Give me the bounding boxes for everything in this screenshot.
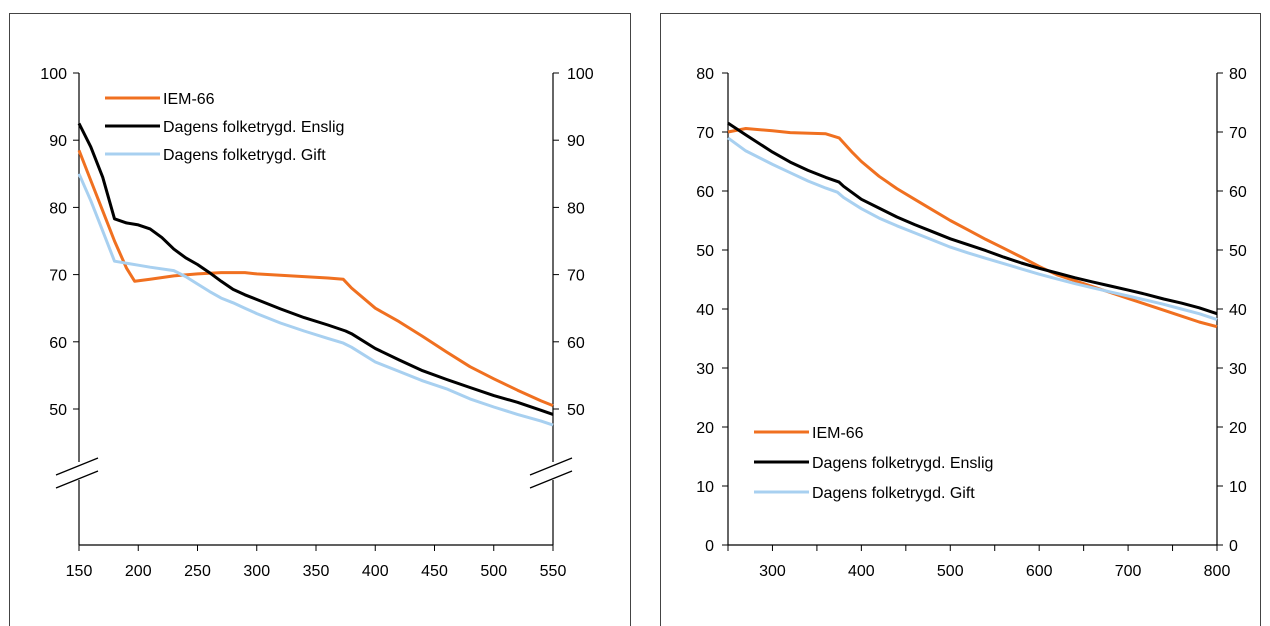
x-tick-label: 500 [937, 563, 964, 580]
right-chart: 80 70 60 50 40 30 20 10 0 80 70 60 50 40 30 20 10 0 300 400… [696, 66, 1247, 580]
y-tick-label-right: 10 [1229, 479, 1247, 496]
x-tick-label: 550 [540, 563, 567, 580]
left-chart-panel [9, 13, 631, 626]
y-tick-label-left: 20 [696, 420, 714, 437]
y-tick-label-right: 90 [567, 133, 585, 150]
x-tick-label: 600 [1026, 563, 1053, 580]
series-line-1 [77, 122, 554, 416]
left-chart: 100 90 80 70 60 50 100 90 80 70 60 50 150 200 250 300 35… [40, 66, 594, 580]
y-tick-label-right: 70 [1229, 125, 1247, 142]
axis-break-slash [529, 470, 573, 489]
right-chart-panel [660, 13, 1261, 626]
y-tick-label-left: 80 [49, 200, 67, 217]
x-tick-label: 500 [480, 563, 507, 580]
y-tick-label-right: 100 [567, 66, 594, 83]
x-tick-label: 300 [759, 563, 786, 580]
series-line-0 [727, 127, 1218, 329]
x-tick-label: 700 [1115, 563, 1142, 580]
axis-break-slash [529, 457, 573, 476]
y-tick-label-left: 90 [49, 133, 67, 150]
x-tick-label: 300 [243, 563, 270, 580]
x-tick-label: 400 [362, 563, 389, 580]
y-tick-label-right: 60 [567, 335, 585, 352]
x-tick-label: 250 [184, 563, 211, 580]
y-tick-label-left: 60 [696, 184, 714, 201]
axis-break-left [55, 457, 103, 489]
y-tick-label-left: 100 [40, 66, 67, 83]
series-line-1 [727, 121, 1218, 316]
axis-break-right [529, 457, 577, 489]
y-tick-label-right: 70 [567, 268, 585, 285]
series-line-2 [727, 136, 1218, 322]
y-tick-label-left: 0 [705, 538, 714, 555]
x-tick-label: 200 [125, 563, 152, 580]
axis-break-slash [55, 457, 99, 476]
y-tick-label-right: 80 [1229, 66, 1247, 83]
y-tick-label-right: 50 [1229, 243, 1247, 260]
x-tick-label: 350 [303, 563, 330, 580]
y-tick-label-left: 50 [696, 243, 714, 260]
series-line-0 [77, 149, 554, 407]
y-tick-label-left: 70 [49, 268, 67, 285]
axis-break-gap [529, 462, 577, 480]
y-tick-label-left: 40 [696, 302, 714, 319]
legend-label: Dagens folketrygd. Enslig [812, 455, 993, 472]
y-tick-label-right: 60 [1229, 184, 1247, 201]
series-line-2 [77, 173, 554, 427]
y-tick-label-right: 0 [1229, 538, 1238, 555]
y-tick-label-left: 10 [696, 479, 714, 496]
y-tick-label-right: 40 [1229, 302, 1247, 319]
legend-label: Dagens folketrygd. Enslig [163, 119, 344, 136]
y-tick-label-left: 60 [49, 335, 67, 352]
legend-label: Dagens folketrygd. Gift [812, 485, 975, 502]
legend-label: Dagens folketrygd. Gift [163, 147, 326, 164]
x-tick-label: 150 [66, 563, 93, 580]
y-tick-label-right: 30 [1229, 361, 1247, 378]
y-tick-label-left: 50 [49, 402, 67, 419]
y-tick-label-right: 80 [567, 200, 585, 217]
x-tick-label: 450 [421, 563, 448, 580]
axis-break-slash [55, 470, 99, 489]
x-tick-label: 800 [1204, 563, 1231, 580]
y-tick-label-right: 50 [567, 402, 585, 419]
y-tick-label-left: 70 [696, 125, 714, 142]
legend-label: IEM-66 [812, 425, 864, 442]
axis-break-gap [55, 462, 103, 480]
y-tick-label-right: 20 [1229, 420, 1247, 437]
x-tick-label: 400 [848, 563, 875, 580]
y-tick-label-left: 30 [696, 361, 714, 378]
legend-label: IEM-66 [163, 91, 215, 108]
y-tick-label-left: 80 [696, 66, 714, 83]
